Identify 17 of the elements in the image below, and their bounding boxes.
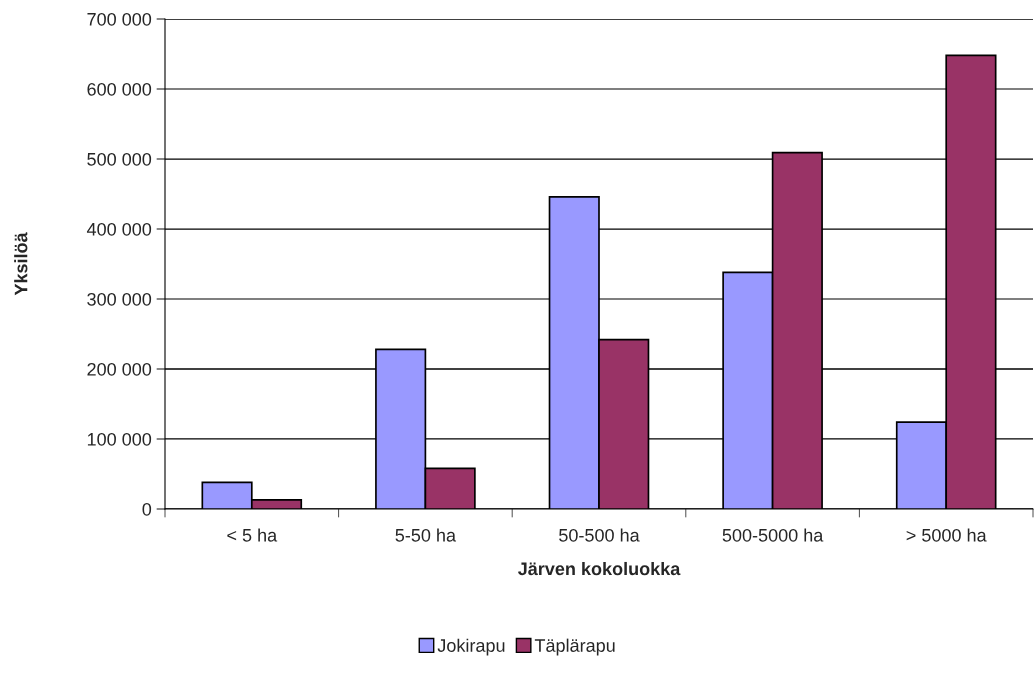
x-tick-label: < 5 ha xyxy=(227,528,278,542)
y-tick-label: 300 000 xyxy=(87,292,152,306)
legend-label: Jokirapu xyxy=(437,638,505,656)
y-tick-label: 500 000 xyxy=(87,152,152,166)
y-tick-label: 700 000 xyxy=(87,12,152,26)
y-axis-title: Yksilöä xyxy=(14,232,28,296)
x-tick-label: 50-500 ha xyxy=(559,528,640,542)
x-tick-label: 500-5000 ha xyxy=(722,528,824,542)
x-tick-label: > 5000 ha xyxy=(906,528,987,542)
y-tick-label: 100 000 xyxy=(87,432,152,446)
x-tick-label: 5-50 ha xyxy=(395,528,457,542)
legend-label: Täplärapu xyxy=(534,638,615,656)
x-axis-title: Järven kokoluokka xyxy=(517,561,681,576)
y-tick-label: 600 000 xyxy=(87,82,152,96)
y-tick-label: 400 000 xyxy=(86,222,152,236)
y-tick-label: 0 xyxy=(142,502,152,516)
y-tick-label: 200 000 xyxy=(87,362,152,376)
